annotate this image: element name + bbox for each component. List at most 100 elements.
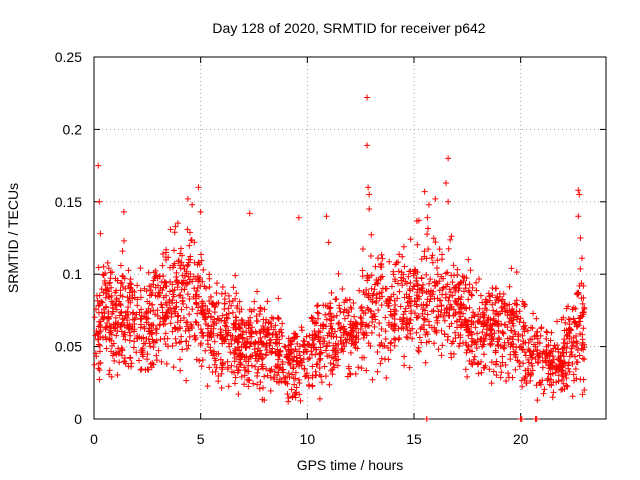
data-point	[513, 308, 520, 315]
data-point	[128, 363, 135, 370]
data-point	[141, 323, 148, 330]
data-point	[137, 315, 144, 322]
data-point	[458, 279, 465, 286]
data-point	[93, 353, 100, 360]
data-point	[292, 346, 299, 353]
data-point	[112, 314, 119, 321]
data-point	[111, 357, 118, 364]
data-point	[304, 348, 311, 355]
data-point	[154, 293, 161, 300]
data-point	[558, 358, 565, 365]
data-point	[341, 315, 348, 322]
data-point	[237, 325, 244, 332]
data-point	[296, 379, 303, 386]
data-point	[232, 272, 239, 279]
data-point	[521, 326, 528, 333]
data-point	[401, 263, 408, 270]
data-point	[495, 297, 502, 304]
data-point	[561, 344, 568, 351]
data-point	[459, 310, 466, 317]
data-point	[438, 303, 445, 310]
data-point	[391, 306, 398, 313]
data-point	[267, 320, 274, 327]
data-point	[124, 294, 131, 301]
data-point	[574, 347, 581, 354]
data-point	[464, 321, 471, 328]
data-point	[500, 303, 507, 310]
data-point	[318, 379, 325, 386]
data-point	[309, 336, 316, 343]
data-point	[131, 289, 138, 296]
data-point	[489, 334, 496, 341]
data-point	[299, 359, 306, 366]
data-point	[423, 255, 430, 262]
data-point	[316, 395, 323, 402]
data-point	[302, 373, 309, 380]
data-point	[439, 291, 446, 298]
data-point	[134, 333, 141, 340]
data-point	[192, 291, 199, 298]
data-point	[508, 341, 515, 348]
data-point	[340, 329, 347, 336]
data-point	[375, 307, 382, 314]
data-point	[184, 291, 191, 298]
data-point	[192, 336, 199, 343]
data-point	[479, 319, 486, 326]
data-point	[340, 323, 347, 330]
data-point	[116, 312, 123, 319]
data-point	[323, 316, 330, 323]
data-point	[398, 324, 405, 331]
data-point	[359, 246, 366, 253]
data-point	[218, 329, 225, 336]
data-point	[428, 308, 435, 315]
data-point	[185, 325, 192, 332]
data-point	[137, 287, 144, 294]
data-point	[424, 302, 431, 309]
data-point	[272, 339, 279, 346]
data-point	[516, 358, 523, 365]
data-point	[169, 328, 176, 335]
data-point	[534, 347, 541, 354]
data-point	[195, 184, 202, 191]
data-point	[294, 358, 301, 365]
data-point	[480, 364, 487, 371]
data-point	[396, 288, 403, 295]
data-point	[432, 239, 439, 246]
data-point	[529, 367, 536, 374]
data-point	[456, 316, 463, 323]
data-point	[250, 340, 257, 347]
data-point	[229, 309, 236, 316]
data-point	[218, 290, 225, 297]
data-point	[429, 252, 436, 259]
data-point	[390, 271, 397, 278]
data-point	[170, 293, 177, 300]
data-point	[306, 332, 313, 339]
data-point	[575, 213, 582, 220]
data-point	[576, 352, 583, 359]
data-point	[150, 322, 157, 329]
data-point	[222, 290, 229, 297]
data-point	[560, 380, 567, 387]
data-point	[512, 366, 519, 373]
data-point	[198, 251, 205, 258]
data-point	[457, 313, 464, 320]
data-point	[183, 377, 190, 384]
data-point	[492, 347, 499, 354]
data-point	[563, 349, 570, 356]
data-point	[206, 283, 213, 290]
data-point	[129, 310, 136, 317]
axis-ticks: 0 5 10 15 20 0 0.05 0.1 0.15 0.2 0.25	[55, 49, 606, 447]
data-point	[311, 319, 318, 326]
data-point	[439, 342, 446, 349]
data-point	[577, 376, 584, 383]
data-point	[403, 334, 410, 341]
data-point	[126, 329, 133, 336]
data-point	[272, 350, 279, 357]
data-point	[408, 310, 415, 317]
data-point	[245, 383, 252, 390]
data-point	[97, 324, 104, 331]
data-point	[540, 390, 547, 397]
data-point	[197, 341, 204, 348]
data-point	[336, 319, 343, 326]
data-point	[406, 298, 413, 305]
